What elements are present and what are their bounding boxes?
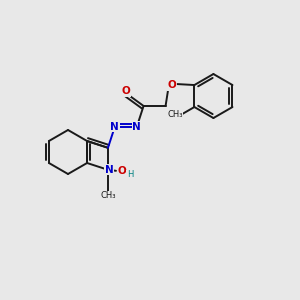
Text: O: O	[122, 86, 130, 96]
Text: N: N	[132, 122, 141, 132]
Text: O: O	[168, 80, 177, 90]
Text: CH₃: CH₃	[168, 110, 183, 118]
Text: CH₃: CH₃	[100, 191, 116, 200]
Text: H: H	[127, 170, 133, 179]
Text: O: O	[118, 166, 126, 176]
Text: N: N	[105, 165, 113, 175]
Text: N: N	[110, 122, 119, 132]
